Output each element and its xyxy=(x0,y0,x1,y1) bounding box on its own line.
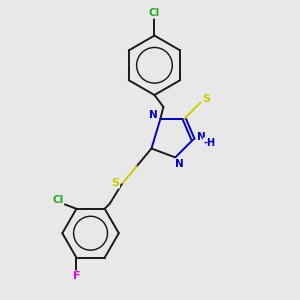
Text: S: S xyxy=(202,94,210,104)
Text: S: S xyxy=(111,178,119,188)
Text: N: N xyxy=(175,159,184,169)
Text: Cl: Cl xyxy=(149,8,160,18)
Text: F: F xyxy=(73,272,80,281)
Text: N: N xyxy=(197,132,206,142)
Text: -H: -H xyxy=(203,138,215,148)
Text: Cl: Cl xyxy=(52,195,63,206)
Text: N: N xyxy=(149,110,158,120)
